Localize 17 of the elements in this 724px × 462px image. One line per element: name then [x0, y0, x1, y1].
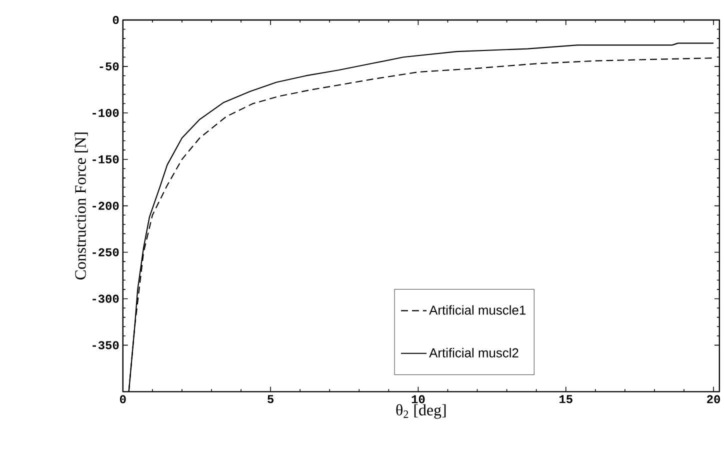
y-tick-label: -250 [92, 248, 119, 257]
y-tick-label: -100 [92, 109, 119, 118]
y-tick-label: -150 [92, 155, 119, 164]
y-tick-label: -350 [92, 341, 119, 350]
x-tick-label: 15 [560, 395, 572, 404]
y-tick-label: -300 [92, 294, 119, 303]
y-tick-label: 0 [112, 16, 119, 24]
y-tick-label: -200 [92, 202, 119, 210]
x-tick-label: 20 [707, 395, 720, 404]
legend-label: Artificial muscl2 [429, 348, 518, 358]
x-axis-title: θ$_{2}$ [deg] [396, 404, 446, 419]
y-axis-title: Construction Force [N] [74, 132, 88, 280]
legend-label: Artificial muscle1 [429, 305, 526, 315]
y-tick-label: -50 [100, 62, 119, 71]
x-tick-label: 10 [412, 395, 425, 404]
x-tick-label: 0 [120, 395, 126, 404]
x-tick-label: 5 [268, 395, 274, 404]
